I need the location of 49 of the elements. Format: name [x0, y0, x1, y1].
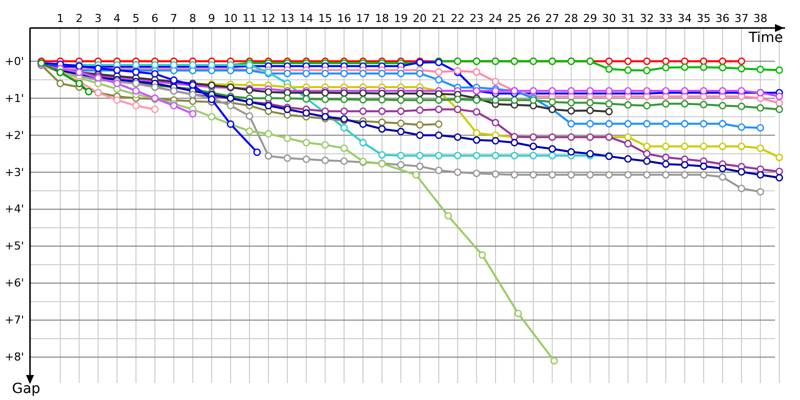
x-tick-label: 33 — [658, 12, 673, 25]
x-tick-label: 28 — [564, 12, 578, 25]
x-tick-label: 22 — [450, 12, 465, 25]
x-tick-label: 8 — [189, 12, 196, 25]
y-tick-label: +5' — [4, 240, 24, 253]
y-tick-label: +3' — [4, 166, 24, 179]
y-tick-label: +4' — [4, 202, 24, 216]
x-tick-label: 27 — [545, 12, 560, 25]
x-tick-label: 36 — [716, 12, 730, 25]
x-tick-label: 16 — [337, 12, 352, 25]
y-axis-title: Gap — [12, 381, 40, 397]
x-tick-label: 25 — [507, 12, 522, 25]
x-tick-label: 20 — [412, 12, 427, 25]
y-tick-label: +8' — [4, 350, 24, 364]
x-tick-label: 38 — [753, 12, 768, 25]
x-tick-label: 23 — [470, 12, 484, 25]
x-tick-label: 34 — [678, 12, 692, 25]
y-tick-label: +6' — [4, 276, 24, 290]
y-tick-label: +7' — [4, 314, 24, 327]
x-tick-label: 18 — [374, 12, 389, 25]
x-tick-label: 11 — [242, 12, 256, 25]
y-tick-label: +0' — [4, 54, 24, 68]
x-axis-title: Time — [748, 30, 783, 46]
x-tick-label: 5 — [132, 12, 140, 25]
x-tick-label: 1 — [56, 12, 64, 25]
x-tick-label: 31 — [620, 12, 635, 25]
x-tick-label: 21 — [432, 12, 446, 25]
x-tick-label: 15 — [318, 12, 332, 25]
x-tick-label: 12 — [261, 12, 276, 25]
x-tick-label: 2 — [76, 12, 83, 25]
x-tick-label: 19 — [394, 12, 408, 25]
x-tick-label: 24 — [488, 12, 502, 25]
x-tick-label: 37 — [734, 12, 748, 25]
x-tick-label: 32 — [640, 12, 654, 25]
x-tick-label: 7 — [170, 12, 178, 25]
x-tick-label: 30 — [602, 12, 616, 25]
x-tick-label: 35 — [696, 12, 711, 25]
x-tick-label: 4 — [114, 12, 121, 25]
x-tick-label: 26 — [526, 12, 540, 25]
x-tick-label: 9 — [208, 12, 216, 25]
x-tick-label: 29 — [583, 12, 598, 25]
x-tick-label: 13 — [280, 12, 294, 25]
x-tick-label: 14 — [299, 12, 314, 25]
x-tick-label: 6 — [151, 12, 158, 25]
x-tick-label: 17 — [356, 12, 370, 25]
x-tick-label: 10 — [224, 12, 238, 25]
y-tick-label: +1' — [4, 92, 24, 105]
x-tick-label: 3 — [94, 12, 102, 25]
y-tick-label: +2' — [4, 128, 24, 142]
